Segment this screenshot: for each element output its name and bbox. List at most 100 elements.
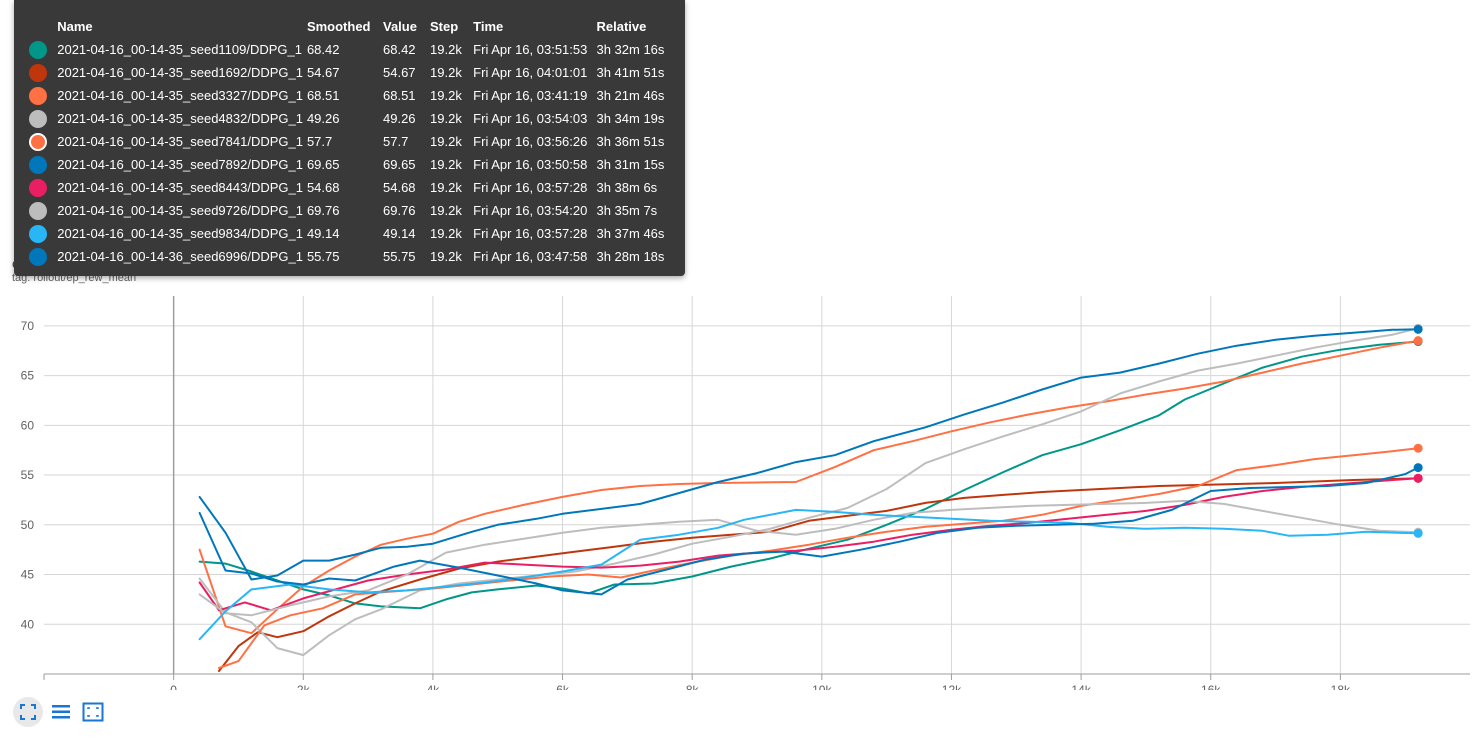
tooltip-header-row: Name Smoothed Value Step Time Relative xyxy=(28,14,685,38)
x-tick-label: 2k xyxy=(297,683,311,690)
tooltip-name: 2021-04-16_00-14-35_seed1109/DDPG_1 xyxy=(57,42,303,57)
axis-layer: 40 45 50 55 60 65 70 0 2k 4k 6k 8k 10k 12k 14k 16k 18k xyxy=(21,319,1470,690)
tooltip-step: 19.2k xyxy=(430,134,462,149)
tooltip-name: 2021-04-16_00-14-35_seed4832/DDPG_1 xyxy=(57,111,303,126)
tooltip-relative: 3h 38m 6s xyxy=(596,180,658,195)
tooltip-value: 55.75 xyxy=(383,249,416,264)
series-line xyxy=(198,466,1420,596)
tooltip-step: 19.2k xyxy=(430,42,462,57)
y-tick-label: 65 xyxy=(21,369,35,383)
tooltip-step: 19.2k xyxy=(430,157,462,172)
tooltip-smoothed: 68.51 xyxy=(306,88,340,103)
series-swatch xyxy=(29,224,47,243)
tooltip-row: 2021-04-16_00-14-35_seed3327/DDPG_1 68.51… xyxy=(28,84,685,107)
tooltip-swatch-cell xyxy=(28,130,57,153)
tooltip-name: 2021-04-16_00-14-35_seed7841/DDPG_1 xyxy=(57,134,303,149)
header-time: Time xyxy=(473,18,504,34)
header-swatch xyxy=(28,14,57,38)
tooltip-row: 2021-04-16_00-14-35_seed9726/DDPG_1 69.76… xyxy=(28,199,685,222)
tooltip-time: Fri Apr 16, 03:54:20 xyxy=(473,203,588,218)
tooltip-relative: 3h 28m 18s xyxy=(596,249,665,264)
tooltip-swatch-cell xyxy=(28,153,57,176)
tooltip-step: 19.2k xyxy=(430,203,462,218)
series-line xyxy=(198,339,1420,635)
tooltip-swatch-cell xyxy=(28,107,57,130)
tooltip-name: 2021-04-16_00-14-35_seed1692/DDPG_1 xyxy=(57,65,303,80)
tooltip-time: Fri Apr 16, 03:47:58 xyxy=(473,249,588,264)
y-tick-label: 70 xyxy=(21,319,35,333)
series-swatch xyxy=(29,178,47,197)
y-tick-label: 50 xyxy=(21,518,35,532)
tooltip-step: 19.2k xyxy=(430,226,462,241)
tooltip-value: 69.65 xyxy=(383,157,416,172)
tooltip-swatch-cell xyxy=(28,245,57,268)
x-tick-label: 0 xyxy=(170,683,177,690)
tooltip-value: 54.68 xyxy=(383,180,416,195)
tooltip-relative: 3h 32m 16s xyxy=(596,42,665,57)
tooltip-smoothed: 68.42 xyxy=(306,42,340,57)
series-end-marker xyxy=(1413,324,1423,334)
series-swatch xyxy=(29,247,47,266)
tooltip-relative: 3h 34m 19s xyxy=(596,111,665,126)
x-tick-label: 8k xyxy=(686,683,700,690)
line-chart[interactable]: 40 45 50 55 60 65 70 0 2k 4k 6k 8k 10k 12k 14k 16k 18k xyxy=(0,0,1475,690)
series-end-marker xyxy=(1413,463,1423,473)
tooltip-relative: 3h 41m 51s xyxy=(596,65,665,80)
series-swatch xyxy=(29,132,47,151)
fit-domain-icon xyxy=(82,702,104,722)
series-layer xyxy=(198,327,1420,672)
fullscreen-button[interactable] xyxy=(13,697,43,727)
tooltip-swatch-cell xyxy=(28,176,57,199)
y-tick-label: 55 xyxy=(21,468,35,482)
tooltip-step: 19.2k xyxy=(430,88,462,103)
series-end-marker xyxy=(1413,336,1423,346)
x-tick-label: 14k xyxy=(1071,683,1091,690)
tooltip-row: 2021-04-16_00-14-35_seed7892/DDPG_1 69.65… xyxy=(28,153,685,176)
tooltip-body: 2021-04-16_00-14-35_seed1109/DDPG_1 68.42… xyxy=(28,38,685,268)
tooltip-row: 2021-04-16_00-14-35_seed7841/DDPG_1 57.7 5… xyxy=(28,130,685,153)
tooltip-smoothed: 54.68 xyxy=(306,180,340,195)
fit-domain-button[interactable] xyxy=(78,697,108,727)
tooltip-name: 2021-04-16_00-14-35_seed3327/DDPG_1 xyxy=(57,88,303,103)
series-end-marker xyxy=(1413,528,1423,538)
tooltip-swatch-cell xyxy=(28,199,57,222)
tooltip-time: Fri Apr 16, 03:51:53 xyxy=(473,42,588,57)
tooltip-row: 2021-04-16_00-14-35_seed1109/DDPG_1 68.42… xyxy=(28,38,685,61)
header-step: Step xyxy=(430,18,459,34)
series-line xyxy=(198,508,1420,641)
tooltip-step: 19.2k xyxy=(430,65,462,80)
header-smoothed: Smoothed xyxy=(306,18,371,34)
tooltip-time: Fri Apr 16, 03:54:03 xyxy=(473,111,588,126)
fullscreen-icon xyxy=(20,704,36,720)
tooltip-relative: 3h 36m 51s xyxy=(596,134,665,149)
tooltip-smoothed: 54.67 xyxy=(306,65,340,80)
toggle-log-scale-button[interactable] xyxy=(46,697,76,727)
series-line xyxy=(198,327,1420,657)
x-tick-label: 6k xyxy=(556,683,570,690)
tooltip-relative: 3h 21m 46s xyxy=(596,88,665,103)
tooltip-time: Fri Apr 16, 03:50:58 xyxy=(473,157,588,172)
tooltip-relative: 3h 37m 46s xyxy=(596,226,665,241)
tooltip-relative: 3h 35m 7s xyxy=(596,203,658,218)
x-tick-label: 18k xyxy=(1331,683,1351,690)
series-swatch xyxy=(29,63,47,82)
series-swatch xyxy=(29,109,47,128)
tooltip-value: 49.14 xyxy=(383,226,416,241)
series-swatch xyxy=(29,40,47,59)
tooltip-time: Fri Apr 16, 03:41:19 xyxy=(473,88,588,103)
tooltip-row: 2021-04-16_00-14-36_seed6996/DDPG_1 55.75… xyxy=(28,245,685,268)
series-line xyxy=(198,499,1420,617)
tooltip-step: 19.2k xyxy=(430,249,462,264)
tooltip-swatch-cell xyxy=(28,222,57,245)
tooltip-value: 49.26 xyxy=(383,111,416,126)
tooltip-name: 2021-04-16_00-14-35_seed8443/DDPG_1 xyxy=(57,180,303,195)
x-tick-label: 4k xyxy=(427,683,441,690)
tooltip-relative: 3h 31m 15s xyxy=(596,157,665,172)
series-swatch xyxy=(29,86,47,105)
tooltip-time: Fri Apr 16, 04:01:01 xyxy=(473,65,588,80)
tooltip-name: 2021-04-16_00-14-35_seed7892/DDPG_1 xyxy=(57,157,303,172)
tooltip-smoothed: 69.65 xyxy=(306,157,340,172)
tooltip-smoothed: 55.75 xyxy=(306,249,340,264)
tooltip-name: 2021-04-16_00-14-35_seed9834/DDPG_1 xyxy=(57,226,303,241)
